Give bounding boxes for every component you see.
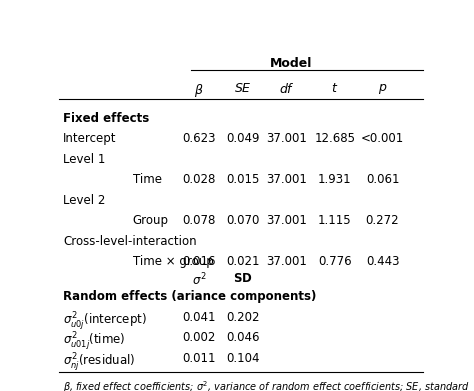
Text: $\it{\beta}$, fixed effect coefficients; $\it{\sigma^2}$, variance of random eff: $\it{\beta}$, fixed effect coefficients;…: [63, 380, 470, 391]
Text: Model: Model: [270, 57, 312, 70]
Text: Group: Group: [133, 214, 169, 227]
Text: 37.001: 37.001: [266, 173, 308, 187]
Text: Cross-level-interaction: Cross-level-interaction: [63, 235, 197, 248]
Text: $\mathbf{SD}$: $\mathbf{SD}$: [233, 272, 253, 285]
Text: 0.049: 0.049: [226, 133, 260, 145]
Text: 0.623: 0.623: [182, 133, 216, 145]
Text: Random effects (ariance components): Random effects (ariance components): [63, 290, 316, 303]
Text: 1.115: 1.115: [318, 214, 352, 227]
Text: 0.002: 0.002: [182, 331, 216, 344]
Text: 37.001: 37.001: [266, 133, 308, 145]
Text: 0.016: 0.016: [182, 255, 216, 268]
Text: $\sigma^2$: $\sigma^2$: [191, 272, 206, 289]
Text: $\it{t}$: $\it{t}$: [331, 82, 338, 95]
Text: $\sigma^2_{u0j}$(intercept): $\sigma^2_{u0j}$(intercept): [63, 310, 147, 333]
Text: 0.070: 0.070: [226, 214, 260, 227]
Text: $\sigma^2_{nj}$(residual): $\sigma^2_{nj}$(residual): [63, 352, 135, 374]
Text: Fixed effects: Fixed effects: [63, 112, 149, 125]
Text: 0.443: 0.443: [366, 255, 399, 268]
Text: $\it{p}$: $\it{p}$: [378, 82, 387, 96]
Text: Level 2: Level 2: [63, 194, 105, 207]
Text: <0.001: <0.001: [361, 133, 404, 145]
Text: 37.001: 37.001: [266, 214, 308, 227]
Text: Level 1: Level 1: [63, 153, 105, 166]
Text: Time: Time: [133, 173, 162, 187]
Text: 0.272: 0.272: [366, 214, 399, 227]
Text: 37.001: 37.001: [266, 255, 308, 268]
Text: $\it{df}$: $\it{df}$: [279, 82, 295, 96]
Text: 0.061: 0.061: [366, 173, 399, 187]
Text: 12.685: 12.685: [314, 133, 355, 145]
Text: 0.078: 0.078: [182, 214, 216, 227]
Text: Time × group: Time × group: [133, 255, 213, 268]
Text: 0.021: 0.021: [226, 255, 260, 268]
Text: $\it{SE}$: $\it{SE}$: [234, 82, 252, 95]
Text: 0.046: 0.046: [226, 331, 260, 344]
Text: 0.015: 0.015: [226, 173, 260, 187]
Text: Intercept: Intercept: [63, 133, 117, 145]
Text: 0.028: 0.028: [182, 173, 216, 187]
Text: 0.104: 0.104: [226, 352, 260, 364]
Text: $\beta$: $\beta$: [194, 82, 204, 99]
Text: 0.011: 0.011: [182, 352, 216, 364]
Text: $\sigma^2_{u01j}$(time): $\sigma^2_{u01j}$(time): [63, 331, 126, 353]
Text: 1.931: 1.931: [318, 173, 352, 187]
Text: 0.041: 0.041: [182, 310, 216, 324]
Text: 0.776: 0.776: [318, 255, 352, 268]
Text: 0.202: 0.202: [226, 310, 260, 324]
